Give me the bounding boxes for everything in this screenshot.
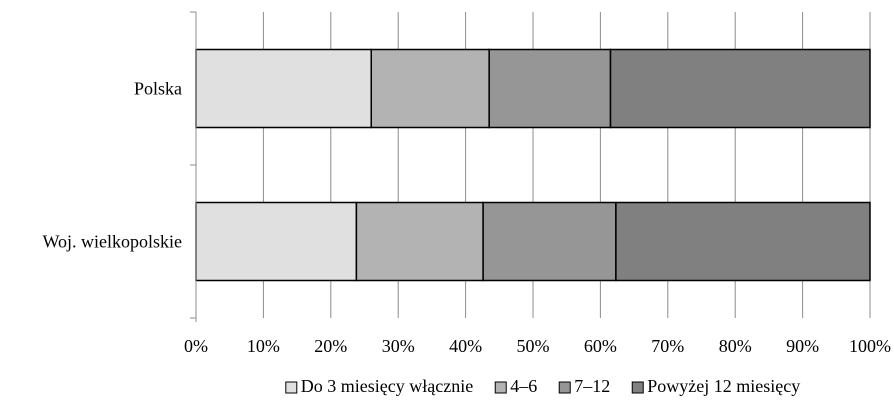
bar-segment [195,48,372,129]
legend-label: 7–12 [574,376,610,396]
legend-label: 4–6 [510,376,537,396]
legend-item: 4–6 [494,376,537,396]
legend-item: 7–12 [558,376,610,396]
x-tick-label: 20% [314,336,347,356]
x-tick-label: 100% [849,336,891,356]
legend-item: Do 3 miesięcy włącznie [285,376,473,396]
x-tick-label: 40% [449,336,482,356]
x-tick-label: 10% [247,336,280,356]
category-labels: Polska Woj. wielkopolskie [42,79,182,252]
bar-segment [355,201,484,282]
bar-segment [482,201,617,282]
bar-segment [615,201,871,282]
x-tick-label: 0% [184,336,208,356]
legend-swatch [558,381,571,394]
bar-segment [609,48,871,129]
bars [195,48,871,282]
x-tick-labels: 0% 10% 20% 30% 40% 50% 60% 70% 80% 90% 100% [184,336,891,356]
bar-segment [488,48,612,129]
legend-swatch [285,381,298,394]
x-tick-label: 30% [382,336,415,356]
x-tick-label: 60% [584,336,617,356]
legend-swatch [631,381,644,394]
legend-swatch [494,381,507,394]
category-label: Polska [134,79,182,99]
bar-segment [370,48,490,129]
bar-segment [195,201,358,282]
legend-item: Powyżej 12 miesięcy [631,376,800,396]
x-tick-label: 90% [786,336,819,356]
x-tick-label: 70% [651,336,684,356]
legend-label: Powyżej 12 miesięcy [647,376,800,396]
category-label: Woj. wielkopolskie [42,232,182,252]
x-tick-label: 50% [517,336,550,356]
axes [190,11,197,322]
legend: Do 3 miesięcy włącznie 4–6 7–12 Powyżej 12 … [285,376,800,396]
x-tick-label: 80% [719,336,752,356]
legend-label: Do 3 miesięcy włącznie [301,376,473,396]
